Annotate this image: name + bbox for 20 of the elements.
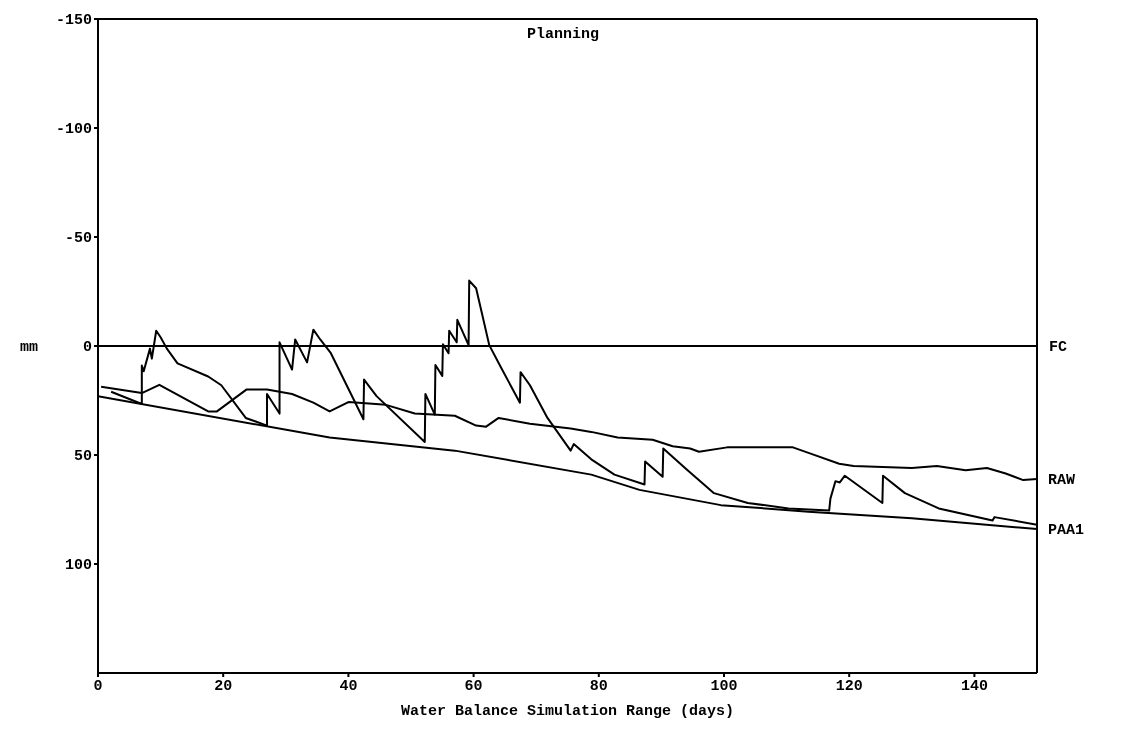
ref-line-label: FC xyxy=(1049,339,1068,357)
series-label: RAW xyxy=(1048,471,1076,489)
x-tick-label: 60 xyxy=(464,677,483,695)
x-tick-label: 0 xyxy=(93,677,103,695)
y-axis-title: mm xyxy=(20,339,39,356)
series-label: PAA1 xyxy=(1048,522,1085,540)
x-tick-label: 20 xyxy=(214,677,233,695)
y-tick-label: 0 xyxy=(82,339,92,357)
y-tick-label: -150 xyxy=(55,12,92,30)
y-tick-label: -50 xyxy=(64,230,92,248)
x-tick-label: 40 xyxy=(339,677,358,695)
x-tick-label: 80 xyxy=(589,677,608,695)
x-axis-title: Water Balance Simulation Range (days) xyxy=(400,703,735,720)
x-tick-label: 140 xyxy=(960,677,988,695)
y-tick-label: 50 xyxy=(73,448,92,466)
x-tick-label: 120 xyxy=(835,677,863,695)
y-tick-label: -100 xyxy=(55,121,92,139)
x-tick-label: 100 xyxy=(710,677,738,695)
y-tick-label: 100 xyxy=(64,557,92,575)
text: Planning xyxy=(526,26,600,43)
